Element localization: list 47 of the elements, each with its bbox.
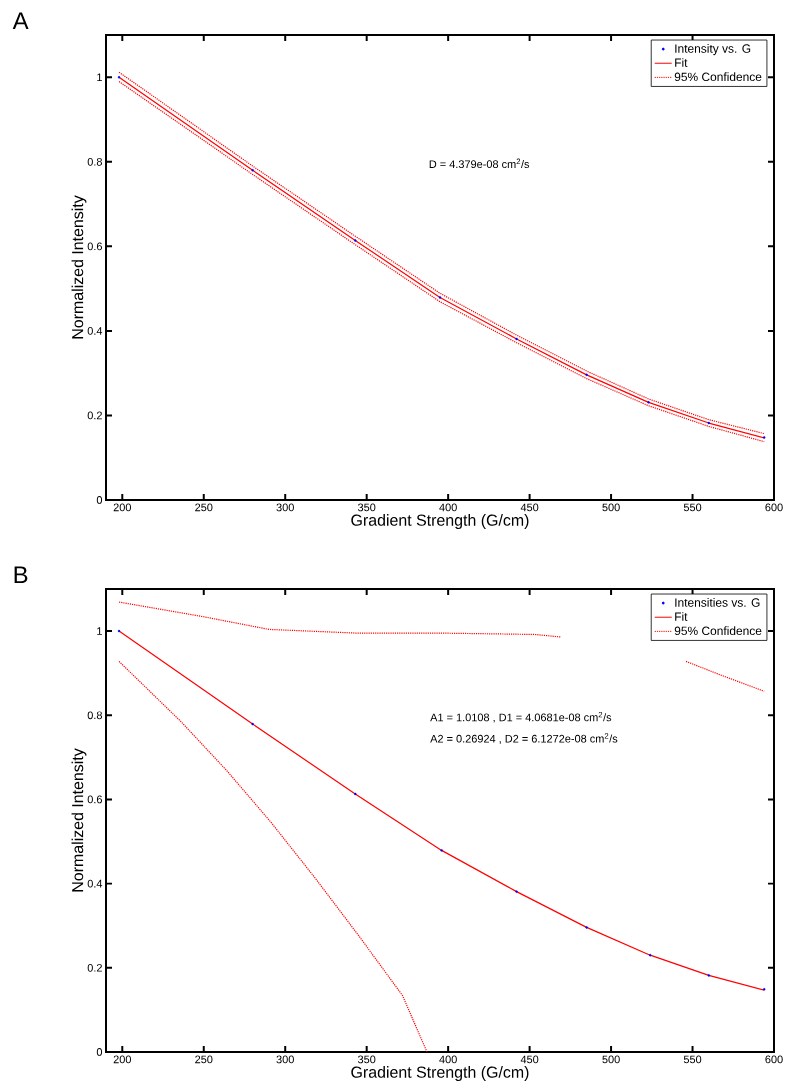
y-tick-label: 0.8 (87, 711, 102, 720)
chart-title: B (14, 566, 28, 584)
x-tick-label: 300 (276, 1055, 294, 1064)
x-tick-label: 550 (683, 1055, 702, 1064)
annotation: D = 4.379e-08 cm$^{2}$/s (429, 158, 529, 169)
x-tick-label: 400 (439, 503, 457, 512)
y-tick-label: 1 (96, 627, 102, 635)
x-tick-label: 250 (194, 1055, 213, 1064)
point (648, 953, 652, 957)
chart-title: A (12, 12, 29, 30)
x-tick-label: 350 (357, 503, 376, 512)
legend-label: Intensity vs. G (675, 44, 750, 56)
y-tick-label: 0.6 (87, 242, 102, 251)
x-tick-label: 600 (765, 503, 783, 512)
y-tick-label: 0.2 (87, 963, 102, 972)
x-tick-label: 350 (357, 1055, 376, 1064)
x-tick-label: 450 (520, 503, 539, 512)
x-tick-label: 500 (602, 503, 620, 512)
y-tick-label: 0.8 (87, 157, 102, 166)
legend-label: 95% Confidence (674, 626, 762, 636)
y-tick-label: 0.4 (87, 879, 102, 888)
y-tick-label: 0.2 (87, 411, 102, 420)
legend-label: 95% Confidence (674, 72, 762, 82)
y-axis-title: Normalized Intensity (71, 748, 87, 892)
y-tick-label: 1 (96, 73, 102, 82)
y-tick-label: 0.4 (87, 327, 102, 335)
legend-label: Intensities vs. G (675, 598, 760, 607)
line-series (118, 660, 428, 1052)
x-tick-label: 500 (602, 1055, 620, 1064)
annotation: A1 = 1.0108 , D1 = 4.0681e-08 cm$^{2}$/s (429, 711, 611, 723)
annotation: A2 = 0.26924 , D2 = 6.1272e-08 cm$^{2}$/s (429, 733, 618, 744)
x-axis-title: Gradient Strength (G/cm) (351, 1066, 529, 1081)
y-tick-label: 0 (96, 1048, 102, 1056)
y-axis-title: Normalized Intensity (71, 195, 87, 339)
legend-label: Fit (674, 58, 688, 67)
x-tick-label: 600 (765, 1055, 783, 1064)
legend-label: Fit (674, 612, 688, 621)
x-tick-label: 550 (683, 503, 702, 512)
x-axis-title: Gradient Strength (G/cm) (351, 514, 529, 529)
x-tick-label: 300 (276, 503, 294, 512)
y-tick-label: 0 (96, 496, 102, 504)
x-tick-label: 200 (113, 1055, 131, 1064)
x-tick-label: 250 (194, 503, 213, 512)
x-tick-label: 400 (439, 1055, 457, 1064)
y-tick-label: 0.6 (87, 795, 102, 804)
x-tick-label: 450 (520, 1055, 539, 1064)
x-tick-label: 200 (113, 503, 131, 512)
